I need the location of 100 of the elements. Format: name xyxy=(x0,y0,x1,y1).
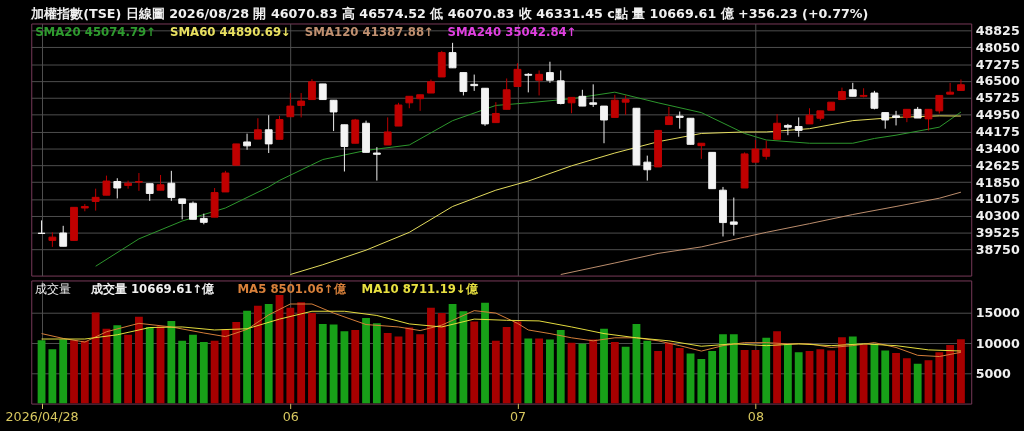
candlestick xyxy=(351,118,360,144)
candlestick xyxy=(297,92,306,118)
candlestick xyxy=(394,102,403,127)
line-series xyxy=(560,191,962,275)
bar xyxy=(70,340,78,404)
candlestick xyxy=(729,197,738,237)
candlestick xyxy=(372,146,381,182)
candlestick xyxy=(621,94,630,116)
y-tick-label: 42625 xyxy=(975,157,1020,173)
bar xyxy=(491,340,500,404)
bar xyxy=(318,323,327,404)
bar xyxy=(719,334,727,404)
candlestick xyxy=(135,172,143,192)
bar xyxy=(935,352,944,404)
y-tick-label: 40300 xyxy=(975,208,1020,224)
bar xyxy=(902,358,911,404)
x-tick-label: 07 xyxy=(509,408,527,424)
candlestick xyxy=(286,92,295,118)
line-series xyxy=(289,115,962,275)
bar xyxy=(416,334,425,404)
y-tick-label: 48825 xyxy=(975,22,1020,38)
bar xyxy=(253,305,262,404)
bar xyxy=(546,339,554,404)
bar xyxy=(135,316,143,404)
bar xyxy=(578,343,587,404)
candlestick xyxy=(610,94,619,118)
bar xyxy=(145,326,154,404)
candlestick xyxy=(167,170,176,202)
candlestick xyxy=(935,94,944,114)
bar xyxy=(913,363,922,404)
bar xyxy=(600,328,608,404)
bar xyxy=(556,329,565,404)
bar xyxy=(80,340,89,404)
bar xyxy=(621,346,630,404)
x-tick-label: 06 xyxy=(282,408,299,424)
candlestick xyxy=(957,78,965,91)
bar xyxy=(329,324,338,404)
candlestick xyxy=(783,123,792,136)
candlestick xyxy=(329,99,338,132)
bar xyxy=(892,352,900,404)
candlestick xyxy=(762,140,771,161)
candlestick xyxy=(751,139,760,163)
candlestick xyxy=(924,108,933,131)
bar xyxy=(859,344,868,404)
candlestick xyxy=(600,105,608,144)
bar xyxy=(827,350,836,404)
candlestick xyxy=(794,116,803,138)
y-tick-label: 47275 xyxy=(975,56,1020,72)
candlestick xyxy=(340,124,349,172)
bar xyxy=(535,338,544,404)
candlestick xyxy=(491,101,500,124)
candlestick xyxy=(502,77,511,110)
bar xyxy=(210,340,219,404)
chart-title: 加權指數(TSE) 日線圖 2026/08/28 開 46070.83 高 46574.52 低 46070.83 收 46331.45 c點 量 10669.61 億 +356.23 (+0.77%) xyxy=(30,5,869,21)
bar xyxy=(308,313,316,404)
bar xyxy=(481,302,489,404)
candlestick xyxy=(253,117,262,140)
y-tick-label: 15000 xyxy=(975,305,1020,321)
bar xyxy=(838,337,846,404)
y-tick-label: 38750 xyxy=(975,241,1020,257)
bar xyxy=(264,304,273,404)
candlestick xyxy=(643,155,652,182)
bar xyxy=(665,342,673,404)
line-series xyxy=(95,91,962,267)
candlestick xyxy=(221,170,230,193)
bar xyxy=(654,351,662,404)
candlestick xyxy=(275,115,284,140)
bar xyxy=(167,320,176,404)
bar xyxy=(946,345,955,404)
y-tick-label: 41850 xyxy=(975,174,1020,190)
bar xyxy=(816,349,825,404)
bar xyxy=(383,332,392,404)
x-tick-label: 2026/04/28 xyxy=(5,408,79,424)
series-label: 成交量 10669.61↑億 xyxy=(89,282,216,297)
candlestick xyxy=(664,106,673,126)
bar xyxy=(610,342,619,404)
text: SMA20 45074.79↑ xyxy=(35,25,157,40)
candlestick xyxy=(243,133,251,151)
y-tick-label: 48050 xyxy=(975,39,1020,55)
candlestick xyxy=(91,188,100,212)
candlestick xyxy=(589,83,598,108)
y-tick-label: 44950 xyxy=(975,107,1020,123)
bar xyxy=(881,350,890,404)
bar xyxy=(199,342,208,404)
bar xyxy=(470,321,479,404)
x-tick-label: 08 xyxy=(747,408,764,424)
bar xyxy=(459,311,468,404)
y-tick-label: 43400 xyxy=(975,140,1020,156)
bar xyxy=(762,337,771,404)
candlestick xyxy=(773,113,781,140)
bar xyxy=(286,307,295,404)
y-tick-label: 44175 xyxy=(975,124,1020,140)
bar xyxy=(351,329,360,404)
y-tick-label: 41075 xyxy=(975,191,1020,207)
bar xyxy=(243,310,251,404)
y-tick-label: 39525 xyxy=(975,225,1020,241)
bar xyxy=(48,349,57,404)
bar xyxy=(437,313,446,404)
candlestick xyxy=(416,94,425,112)
candlestick xyxy=(308,78,316,101)
